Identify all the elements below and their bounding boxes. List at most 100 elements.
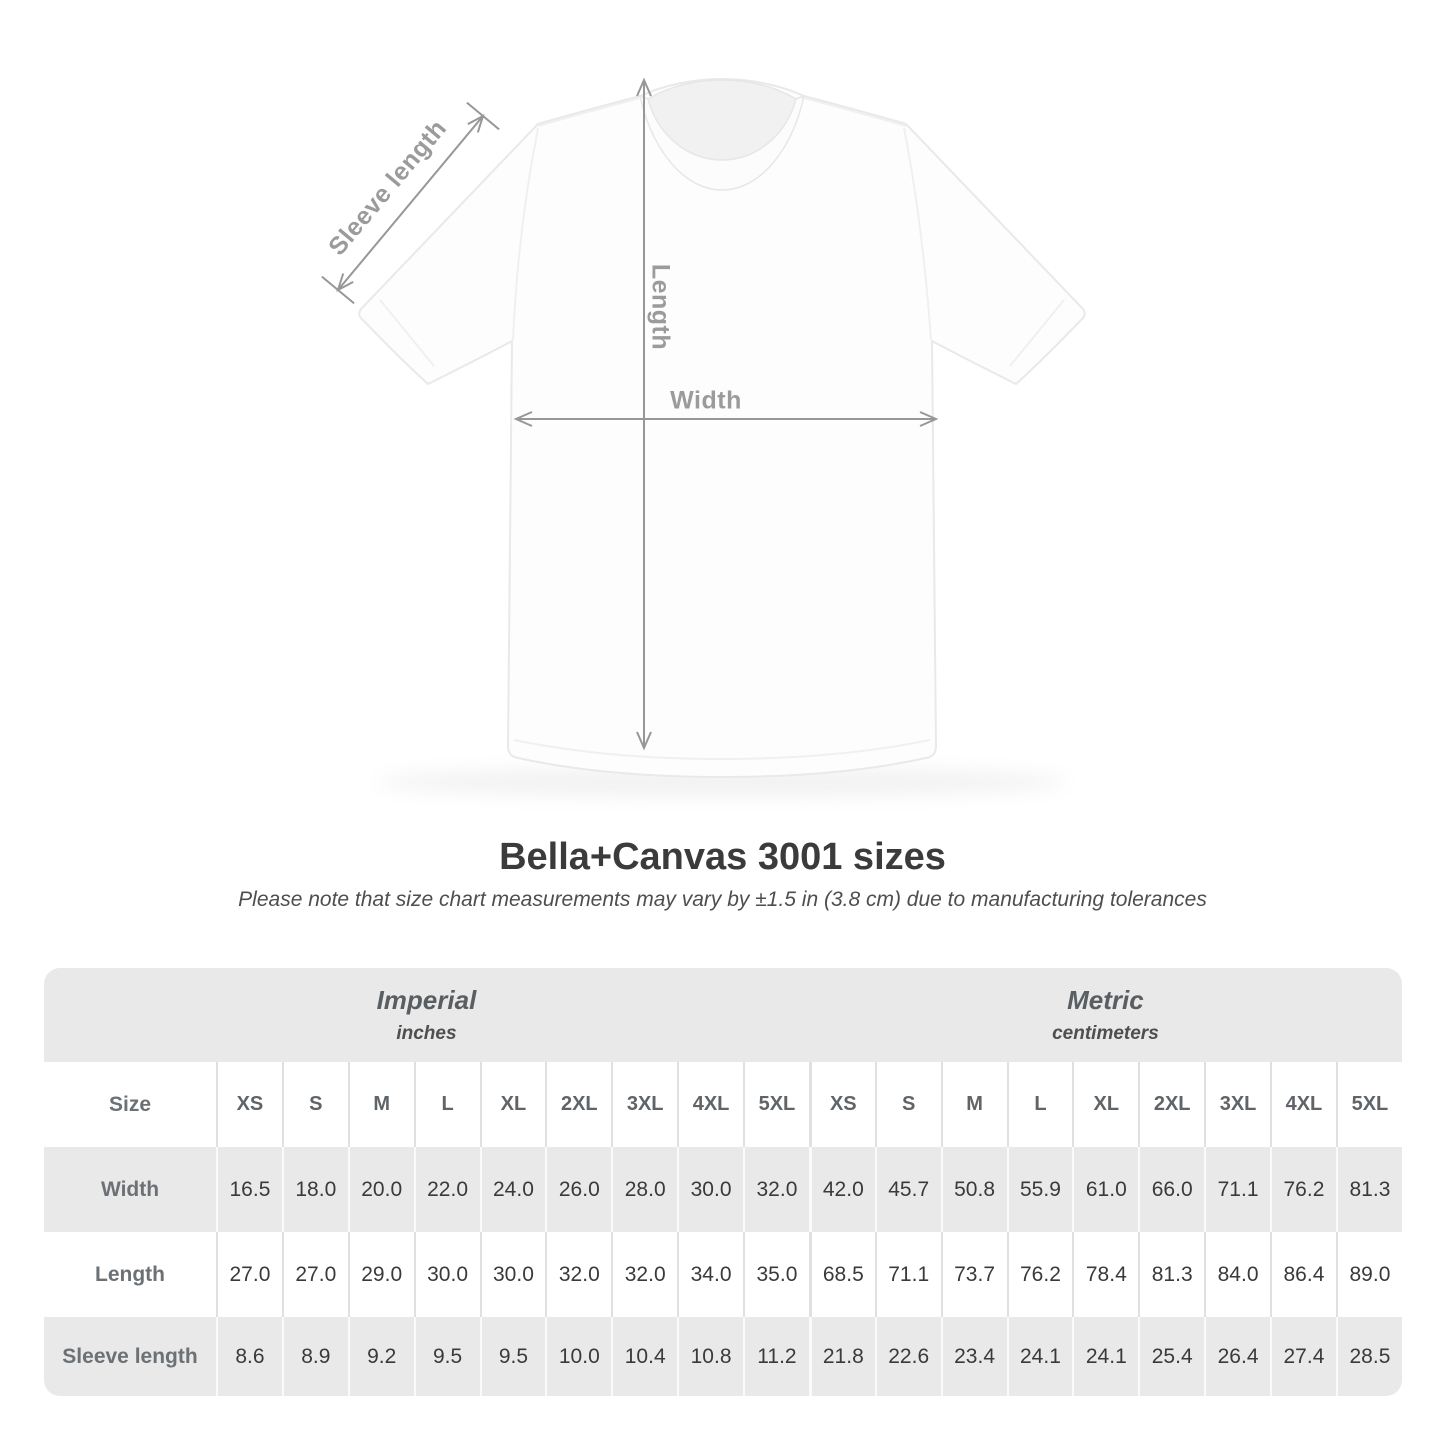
value-cell: 89.0 <box>1335 1232 1402 1317</box>
value-cell: 27.0 <box>216 1232 282 1317</box>
value-cell: 55.9 <box>1006 1147 1073 1232</box>
sleeve-length-row-label: Sleeve length <box>44 1317 216 1396</box>
width-row: Width 16.5 18.0 20.0 22.0 24.0 26.0 28.0… <box>44 1147 1402 1232</box>
page-title: Bella+Canvas 3001 sizes <box>499 836 946 878</box>
value-cell: 61.0 <box>1072 1147 1139 1232</box>
value-cell: 8.9 <box>281 1317 348 1396</box>
value-cell: 50.8 <box>940 1147 1007 1232</box>
value-cell: 18.0 <box>281 1147 348 1232</box>
value-cell: 30.0 <box>479 1232 546 1317</box>
value-cell: 68.5 <box>808 1232 875 1317</box>
value-cell: 24.1 <box>1006 1317 1073 1396</box>
value-cell: 9.5 <box>413 1317 480 1396</box>
tshirt-body <box>358 78 1086 778</box>
length-row: Length 27.0 27.0 29.0 30.0 30.0 32.0 32.… <box>44 1232 1402 1317</box>
metric-unit: centimeters <box>1052 1023 1159 1044</box>
value-cell: 10.0 <box>545 1317 612 1396</box>
length-label: Length <box>646 263 675 351</box>
value-cell: 32.0 <box>611 1232 678 1317</box>
value-cell: 35.0 <box>743 1232 809 1317</box>
measurement-arrows <box>321 77 939 751</box>
value-cell: 76.2 <box>1270 1147 1336 1232</box>
value-cell: 22.0 <box>413 1147 480 1232</box>
value-cell: 34.0 <box>677 1232 743 1317</box>
collar-band <box>638 94 806 191</box>
unit-group-header-row: Imperial inches Metric centimeters <box>44 968 1402 1062</box>
value-cell: 28.5 <box>1335 1317 1402 1396</box>
size-row-label: Size <box>44 1062 216 1147</box>
value-cell: 45.7 <box>874 1147 941 1232</box>
size-table: Imperial inches Metric centimeters Size … <box>44 968 1402 1396</box>
value-cell: 29.0 <box>347 1232 414 1317</box>
size-header-cell: 4XL <box>677 1062 743 1147</box>
size-header-cell: L <box>1006 1062 1073 1147</box>
value-cell: 8.6 <box>216 1317 282 1396</box>
length-row-label: Length <box>44 1232 216 1317</box>
value-cell: 10.4 <box>611 1317 678 1396</box>
size-header-cell: 2XL <box>545 1062 612 1147</box>
tshirt-shadow <box>377 767 1067 797</box>
tshirt-diagram-svg <box>321 77 1086 797</box>
value-cell: 71.1 <box>1204 1147 1270 1232</box>
value-cell: 28.0 <box>611 1147 678 1232</box>
value-cell: 25.4 <box>1138 1317 1205 1396</box>
value-cell: 81.3 <box>1335 1147 1402 1232</box>
value-cell: 20.0 <box>347 1147 414 1232</box>
length-arrow <box>636 77 652 751</box>
size-header-cell: S <box>874 1062 941 1147</box>
value-cell: 71.1 <box>874 1232 941 1317</box>
size-header-cell: M <box>347 1062 414 1147</box>
size-header-cell: M <box>940 1062 1007 1147</box>
value-cell: 73.7 <box>940 1232 1007 1317</box>
value-cell: 9.2 <box>347 1317 414 1396</box>
imperial-title: Imperial <box>376 985 477 1015</box>
size-row: Size XS S M L XL 2XL 3XL 4XL 5XL XS S M … <box>44 1062 1402 1147</box>
value-cell: 24.1 <box>1072 1317 1139 1396</box>
size-header-cell: XS <box>216 1062 282 1147</box>
value-cell: 78.4 <box>1072 1232 1139 1317</box>
imperial-header: Imperial inches <box>44 968 809 1062</box>
value-cell: 27.0 <box>281 1232 348 1317</box>
value-cell: 86.4 <box>1270 1232 1336 1317</box>
sleeve-length-arrow <box>321 101 500 305</box>
metric-title: Metric <box>1067 985 1144 1015</box>
value-cell: 10.8 <box>677 1317 743 1396</box>
value-cell: 32.0 <box>743 1147 809 1232</box>
size-header-cell: S <box>281 1062 348 1147</box>
value-cell: 27.4 <box>1270 1317 1336 1396</box>
value-cell: 16.5 <box>216 1147 282 1232</box>
value-cell: 26.0 <box>545 1147 612 1232</box>
size-header-cell: 4XL <box>1270 1062 1336 1147</box>
tshirt-seams <box>379 97 1065 761</box>
metric-header: Metric centimeters <box>808 968 1402 1062</box>
size-header-cell: 3XL <box>611 1062 678 1147</box>
value-cell: 26.4 <box>1204 1317 1270 1396</box>
value-cell: 24.0 <box>479 1147 546 1232</box>
size-header-cell: XS <box>808 1062 875 1147</box>
width-label: Width <box>670 386 742 415</box>
width-arrow <box>513 411 939 427</box>
value-cell: 42.0 <box>808 1147 875 1232</box>
width-row-label: Width <box>44 1147 216 1232</box>
size-header-cell: XL <box>1072 1062 1139 1147</box>
size-header-cell: 3XL <box>1204 1062 1270 1147</box>
value-cell: 76.2 <box>1006 1232 1073 1317</box>
size-header-cell: 5XL <box>1335 1062 1402 1147</box>
sleeve-length-row: Sleeve length 8.6 8.9 9.2 9.5 9.5 10.0 1… <box>44 1317 1402 1396</box>
size-header-cell: 2XL <box>1138 1062 1205 1147</box>
value-cell: 21.8 <box>808 1317 875 1396</box>
value-cell: 23.4 <box>940 1317 1007 1396</box>
value-cell: 30.0 <box>413 1232 480 1317</box>
value-cell: 81.3 <box>1138 1232 1205 1317</box>
imperial-unit: inches <box>396 1023 457 1044</box>
value-cell: 32.0 <box>545 1232 612 1317</box>
size-header-cell: XL <box>479 1062 546 1147</box>
value-cell: 66.0 <box>1138 1147 1205 1232</box>
value-cell: 84.0 <box>1204 1232 1270 1317</box>
value-cell: 22.6 <box>874 1317 941 1396</box>
value-cell: 9.5 <box>479 1317 546 1396</box>
value-cell: 30.0 <box>677 1147 743 1232</box>
page-subtitle: Please note that size chart measurements… <box>238 888 1207 911</box>
size-header-cell: 5XL <box>743 1062 809 1147</box>
